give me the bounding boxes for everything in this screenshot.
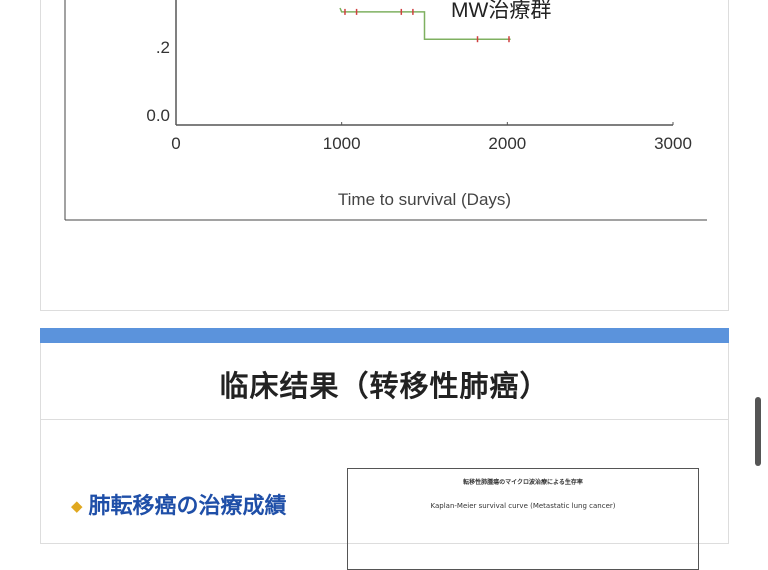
x-axis-label: Time to survival (Days)	[338, 190, 511, 209]
km-chart: 0 1000 2000 3000 0.0 .2 Time to survival (Days…	[64, 0, 707, 221]
divider	[41, 419, 728, 420]
chart-card: 0 1000 2000 3000 0.0 .2 Time to survival (Days…	[40, 0, 729, 311]
subhead-text: 肺転移癌の治療成績	[88, 494, 287, 519]
scrollbar[interactable]	[755, 397, 761, 466]
x-tick-label: 2000	[488, 134, 526, 153]
y-tick-label: .2	[156, 38, 170, 57]
y-tick-label: 0.0	[146, 106, 170, 125]
subhead: ◆ 肺転移癌の治療成績	[71, 488, 287, 520]
x-tick-label: 3000	[654, 134, 692, 153]
km-curve	[339, 7, 511, 40]
figure-subtitle: Kaplan-Meier survival curve (Metastatic …	[430, 502, 616, 510]
figure-title: 転移性肺腫瘍のマイクロ波治療による生存率	[463, 479, 583, 486]
section-card: 临床结果（转移性肺癌） ◆ 肺転移癌の治療成績 転移性肺腫瘍のマイクロ波治療による…	[40, 343, 729, 570]
series-label: MW治療群	[451, 0, 551, 22]
diamond-bullet-icon: ◆	[71, 497, 83, 515]
section-accent-bar	[40, 328, 729, 343]
x-tick-label: 0	[171, 134, 180, 153]
figure-box: 転移性肺腫瘍のマイクロ波治療による生存率 Kaplan-Meier surviv…	[347, 468, 699, 570]
section-title: 临床结果（转移性肺癌）	[219, 369, 550, 403]
x-tick-label: 1000	[323, 134, 361, 153]
